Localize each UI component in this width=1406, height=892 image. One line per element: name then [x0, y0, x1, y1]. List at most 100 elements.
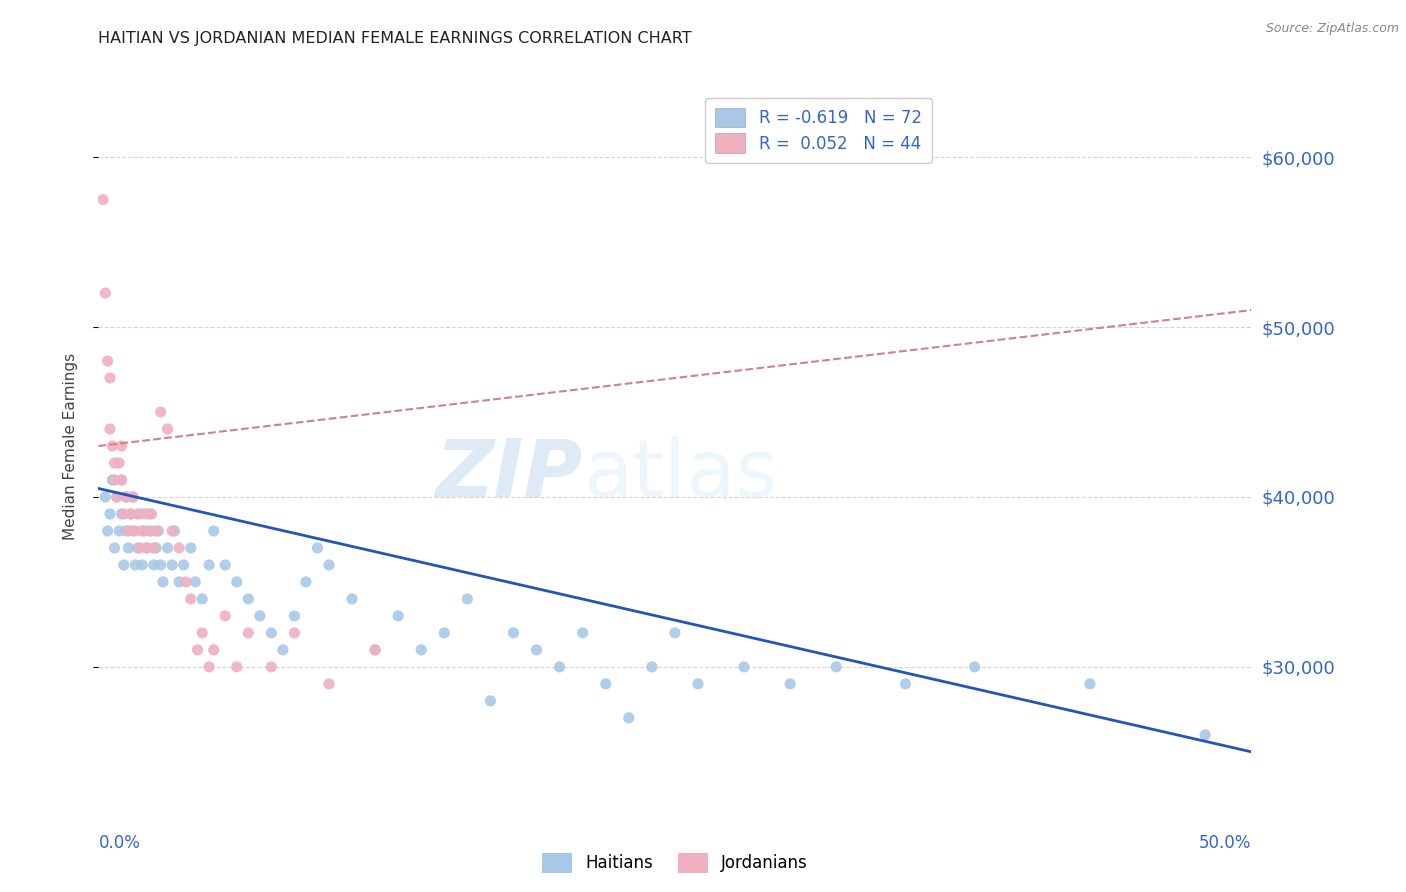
Point — [108, 456, 131, 470]
Point — [124, 558, 146, 572]
Point — [122, 490, 145, 504]
Point — [963, 660, 986, 674]
Point — [152, 574, 174, 589]
Point — [283, 626, 305, 640]
Point — [112, 507, 135, 521]
Point — [184, 574, 207, 589]
Point — [191, 626, 214, 640]
Point — [214, 558, 236, 572]
Point — [479, 694, 502, 708]
Point — [271, 643, 294, 657]
Point — [134, 524, 156, 538]
Legend: Haitians, Jordanians: Haitians, Jordanians — [536, 847, 814, 880]
Point — [108, 524, 131, 538]
Point — [686, 677, 709, 691]
Point — [105, 490, 128, 504]
Point — [149, 558, 172, 572]
Point — [283, 608, 305, 623]
Point — [98, 422, 121, 436]
Point — [135, 541, 157, 555]
Point — [142, 541, 165, 555]
Point — [94, 490, 117, 504]
Point — [122, 490, 145, 504]
Point — [97, 354, 120, 368]
Point — [163, 524, 186, 538]
Point — [91, 193, 114, 207]
Point — [103, 456, 125, 470]
Point — [98, 371, 121, 385]
Point — [295, 574, 318, 589]
Point — [198, 558, 221, 572]
Point — [191, 591, 214, 606]
Point — [141, 507, 163, 521]
Point — [115, 490, 138, 504]
Text: 0.0%: 0.0% — [98, 834, 141, 852]
Point — [97, 524, 120, 538]
Point — [156, 541, 179, 555]
Point — [101, 439, 124, 453]
Point — [94, 286, 117, 301]
Point — [187, 643, 209, 657]
Point — [105, 490, 128, 504]
Point — [1194, 728, 1216, 742]
Point — [115, 524, 138, 538]
Point — [156, 422, 179, 436]
Point — [733, 660, 755, 674]
Point — [103, 541, 125, 555]
Point — [148, 524, 170, 538]
Point — [141, 524, 163, 538]
Point — [433, 626, 456, 640]
Point — [174, 574, 197, 589]
Point — [120, 507, 142, 521]
Point — [134, 507, 156, 521]
Point — [411, 643, 433, 657]
Point — [180, 541, 202, 555]
Point — [825, 660, 848, 674]
Point — [142, 558, 165, 572]
Point — [110, 507, 132, 521]
Point — [135, 541, 157, 555]
Point — [238, 591, 260, 606]
Point — [307, 541, 329, 555]
Point — [364, 643, 387, 657]
Point — [456, 591, 478, 606]
Legend: R = -0.619   N = 72, R =  0.052   N = 44: R = -0.619 N = 72, R = 0.052 N = 44 — [706, 97, 932, 162]
Point — [103, 473, 125, 487]
Point — [117, 524, 139, 538]
Point — [318, 558, 340, 572]
Point — [641, 660, 664, 674]
Point — [214, 608, 236, 623]
Point — [571, 626, 593, 640]
Point — [145, 524, 167, 538]
Point — [664, 626, 686, 640]
Point — [548, 660, 571, 674]
Point — [202, 643, 225, 657]
Text: 50.0%: 50.0% — [1199, 834, 1251, 852]
Point — [122, 524, 145, 538]
Point — [617, 711, 640, 725]
Point — [131, 558, 153, 572]
Point — [131, 524, 153, 538]
Point — [249, 608, 271, 623]
Point — [225, 574, 247, 589]
Point — [160, 524, 183, 538]
Point — [198, 660, 221, 674]
Y-axis label: Median Female Earnings: Median Female Earnings — [63, 352, 77, 540]
Point — [127, 541, 149, 555]
Point — [167, 574, 190, 589]
Point — [238, 626, 260, 640]
Point — [526, 643, 548, 657]
Point — [225, 660, 247, 674]
Text: Source: ZipAtlas.com: Source: ZipAtlas.com — [1265, 22, 1399, 36]
Point — [145, 541, 167, 555]
Point — [117, 541, 139, 555]
Point — [138, 524, 160, 538]
Point — [112, 558, 135, 572]
Point — [167, 541, 190, 555]
Text: ZIP: ZIP — [436, 435, 582, 514]
Point — [160, 558, 183, 572]
Point — [173, 558, 195, 572]
Point — [101, 473, 124, 487]
Point — [124, 524, 146, 538]
Point — [502, 626, 524, 640]
